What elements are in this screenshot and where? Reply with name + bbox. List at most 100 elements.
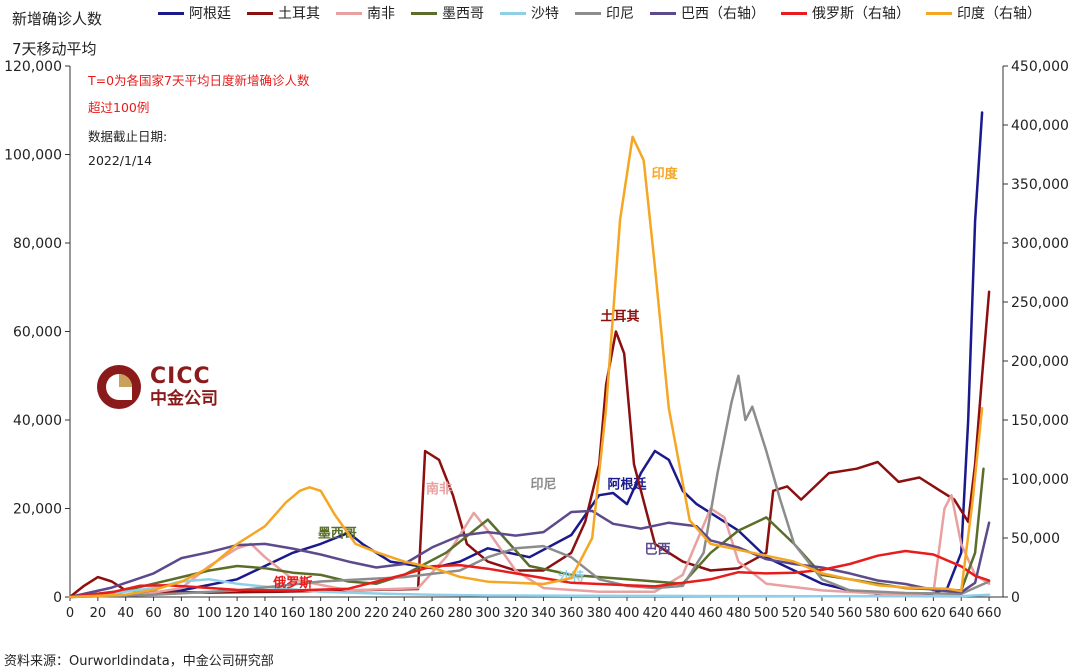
y-right-tick-label: 400,000 — [1011, 118, 1069, 134]
legend-item-russia: 俄罗斯（右轴） — [781, 3, 910, 23]
x-tick-label: 0 — [66, 606, 74, 621]
source-note: 资料来源：Ourworldindata，中金公司研究部 — [4, 654, 274, 669]
series-label-south_africa: 南非 — [426, 481, 452, 497]
legend-item-south_africa: 南非 — [336, 3, 395, 23]
x-tick-label: 580 — [865, 606, 890, 621]
series-label-russia: 俄罗斯 — [272, 575, 312, 591]
legend-swatch-saudi — [500, 11, 526, 15]
x-tick-label: 380 — [587, 606, 612, 621]
x-tick-label: 60 — [145, 606, 162, 621]
x-tick-label: 220 — [364, 606, 389, 621]
y-right-tick-label: 50,000 — [1011, 531, 1060, 547]
x-tick-label: 120 — [225, 606, 250, 621]
y-left-tick-label: 120,000 — [4, 59, 62, 75]
legend-label-mexico: 墨西哥 — [442, 6, 484, 22]
note-cutoff-label: 数据截止日期: — [88, 129, 168, 144]
y-left-tick-label: 100,000 — [4, 148, 62, 164]
legend-swatch-russia — [781, 11, 807, 15]
cicc-logo: CICC 中金公司 — [96, 364, 218, 410]
legend-label-brazil: 巴西（右轴） — [681, 6, 765, 22]
y-left-tick-label: 60,000 — [13, 325, 62, 341]
legend-label-russia: 俄罗斯（右轴） — [812, 6, 910, 22]
y-axis-label-line2: 7天移动平均 — [12, 40, 97, 58]
legend-swatch-indonesia — [575, 11, 601, 15]
x-tick-label: 600 — [893, 606, 918, 621]
logo-text-en: CICC — [150, 364, 211, 389]
y-right-tick-label: 300,000 — [1011, 236, 1069, 252]
y-right-tick-label: 450,000 — [1011, 59, 1069, 75]
series-label-india: 印度 — [652, 166, 679, 182]
legend-swatch-argentina — [158, 11, 184, 15]
x-tick-label: 620 — [921, 606, 946, 621]
legend-item-brazil: 巴西（右轴） — [650, 3, 765, 23]
legend-swatch-brazil — [650, 11, 676, 15]
legend-swatch-turkey — [247, 11, 273, 15]
x-tick-label: 440 — [670, 606, 695, 621]
x-tick-label: 240 — [392, 606, 417, 621]
x-tick-label: 340 — [531, 606, 556, 621]
x-tick-label: 500 — [754, 606, 779, 621]
legend-swatch-mexico — [411, 11, 437, 15]
y-right-tick-label: 0 — [1011, 590, 1020, 606]
legend-label-argentina: 阿根廷 — [189, 6, 231, 22]
y-left-tick-label: 20,000 — [13, 502, 62, 518]
x-tick-label: 560 — [837, 606, 862, 621]
legend-label-india: 印度（右轴） — [957, 6, 1041, 22]
x-tick-label: 80 — [173, 606, 190, 621]
legend-label-turkey: 土耳其 — [278, 6, 320, 22]
cicc-logo-mark-icon — [97, 365, 141, 409]
legend-item-india: 印度（右轴） — [926, 3, 1041, 23]
x-tick-label: 200 — [336, 606, 361, 621]
series-label-mexico: 墨西哥 — [318, 525, 357, 541]
x-tick-label: 400 — [615, 606, 640, 621]
series-label-indonesia: 印尼 — [530, 478, 556, 493]
note-definition: T=0为各国家7天平均日度新增确诊人数 — [88, 73, 310, 88]
x-tick-label: 300 — [475, 606, 500, 621]
series-label-brazil: 巴西 — [645, 542, 671, 557]
note-cutoff-date: 2022/1/14 — [88, 153, 153, 168]
x-tick-label: 540 — [810, 606, 835, 621]
series-line-russia — [68, 549, 991, 599]
legend-item-indonesia: 印尼 — [575, 3, 634, 23]
legend-item-saudi: 沙特 — [500, 3, 559, 23]
y-right-tick-label: 150,000 — [1011, 413, 1069, 429]
y-axis-label-line1: 新增确诊人数 — [12, 10, 103, 28]
y-right-tick-label: 200,000 — [1011, 354, 1069, 370]
x-tick-label: 40 — [117, 606, 134, 621]
y-right-tick-label: 100,000 — [1011, 472, 1069, 488]
x-tick-label: 360 — [559, 606, 584, 621]
x-tick-label: 20 — [90, 606, 107, 621]
legend-item-turkey: 土耳其 — [247, 3, 320, 23]
series-line-argentina — [68, 111, 984, 599]
logo-text-cn: 中金公司 — [150, 389, 218, 409]
series-line-indonesia — [68, 374, 991, 599]
x-tick-label: 180 — [308, 606, 333, 621]
y-left-tick-label: 0 — [53, 590, 62, 606]
x-tick-label: 160 — [280, 606, 305, 621]
legend-label-indonesia: 印尼 — [606, 6, 634, 22]
y-right-tick-label: 250,000 — [1011, 295, 1069, 311]
x-tick-label: 640 — [949, 606, 974, 621]
x-tick-label: 660 — [977, 606, 1002, 621]
note-threshold: 超过100例 — [88, 100, 150, 115]
x-tick-label: 520 — [782, 606, 807, 621]
series-line-turkey — [68, 290, 991, 599]
y-left-tick-label: 40,000 — [13, 413, 62, 429]
x-tick-label: 260 — [420, 606, 445, 621]
series-label-turkey: 土耳其 — [601, 308, 640, 324]
series-line-brazil — [68, 509, 991, 599]
x-tick-label: 480 — [726, 606, 751, 621]
legend-item-mexico: 墨西哥 — [411, 3, 484, 23]
x-tick-label: 320 — [503, 606, 528, 621]
legend-label-saudi: 沙特 — [531, 6, 559, 22]
legend-label-south_africa: 南非 — [367, 6, 395, 22]
x-tick-label: 280 — [447, 606, 472, 621]
series-line-india — [68, 135, 984, 599]
x-tick-label: 100 — [197, 606, 222, 621]
legend-swatch-south_africa — [336, 11, 362, 15]
x-tick-label: 140 — [253, 606, 278, 621]
x-tick-label: 420 — [642, 606, 667, 621]
legend-swatch-india — [926, 11, 952, 15]
legend-item-argentina: 阿根廷 — [158, 3, 231, 23]
